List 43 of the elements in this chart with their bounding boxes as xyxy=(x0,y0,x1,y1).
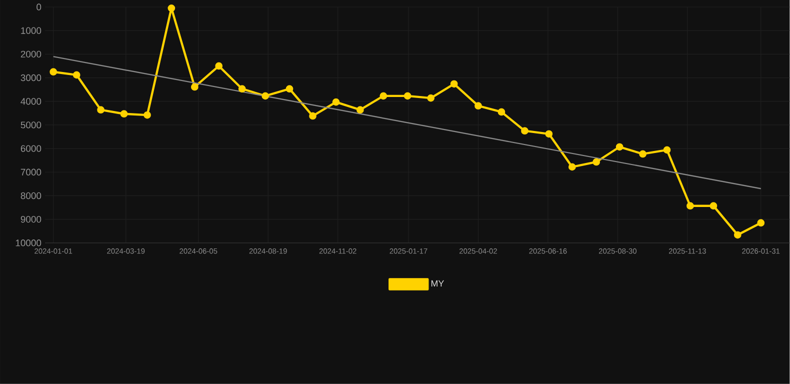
point xyxy=(616,143,624,151)
point xyxy=(380,92,388,100)
y-tick-label: 7000 xyxy=(20,168,42,176)
point xyxy=(521,127,528,135)
y-tick-label: 9000 xyxy=(20,216,42,223)
y-tick-label: 2000 xyxy=(20,50,42,58)
point xyxy=(356,106,364,114)
point xyxy=(404,92,412,100)
y-tick-label: 0 xyxy=(36,4,42,10)
point xyxy=(215,62,223,70)
point xyxy=(72,71,80,79)
point xyxy=(309,112,316,120)
y-tick-label: 10000 xyxy=(16,240,42,246)
point xyxy=(190,83,198,91)
point xyxy=(545,130,553,138)
point xyxy=(686,202,694,210)
y-tick-label: 4000 xyxy=(20,98,42,105)
point xyxy=(639,150,646,158)
point xyxy=(663,146,671,154)
point xyxy=(734,231,742,239)
point xyxy=(427,94,435,102)
point xyxy=(50,68,58,76)
point xyxy=(498,108,506,116)
point xyxy=(474,102,482,110)
point xyxy=(262,92,270,100)
point xyxy=(168,4,176,12)
point xyxy=(286,85,294,93)
y-tick-label: 8000 xyxy=(20,192,42,200)
point xyxy=(450,80,458,88)
y-tick-label: 3000 xyxy=(20,74,42,82)
y-tick-label: 6000 xyxy=(20,145,42,152)
point xyxy=(120,110,128,118)
point xyxy=(710,202,718,210)
point xyxy=(144,111,151,119)
point xyxy=(238,85,246,93)
legend-label: MY xyxy=(431,280,444,287)
point xyxy=(568,163,576,171)
point xyxy=(97,106,104,114)
point xyxy=(757,219,765,227)
point xyxy=(592,158,600,166)
y-tick-label: 5000 xyxy=(20,122,42,128)
y-tick-label: 1000 xyxy=(21,27,42,34)
point xyxy=(332,98,340,106)
